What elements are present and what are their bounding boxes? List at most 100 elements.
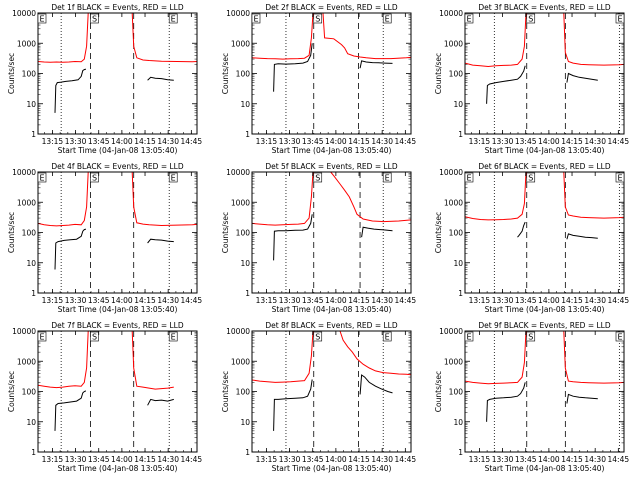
x-tick-label: 14:45 <box>395 296 417 305</box>
panel-title: Det 3f BLACK = Events, RED = LLD <box>478 3 611 12</box>
series-group <box>252 13 411 92</box>
y-tick-label: 1000 <box>444 39 463 48</box>
x-tick-label: 14:45 <box>395 137 417 146</box>
event-marker-label: S <box>528 15 533 24</box>
y-tick-label: 1 <box>245 448 250 457</box>
event-marker-box <box>37 172 47 183</box>
event-marker-label: E <box>39 174 44 183</box>
plot-frame <box>37 330 198 453</box>
x-axis-label: Start Time (04-Jan-08 13:05:40) <box>58 146 178 155</box>
plot-frame <box>464 330 625 453</box>
event-marker-box <box>382 331 392 342</box>
x-tick-label: 14:30 <box>157 455 179 464</box>
event-marker-box <box>382 172 392 183</box>
y-tick-label: 10 <box>240 259 250 268</box>
event-marker-label: S <box>92 333 97 342</box>
x-tick-label: 14:00 <box>538 296 560 305</box>
events-series-line <box>54 68 87 113</box>
x-tick-label: 14:30 <box>584 455 606 464</box>
events-series-line <box>273 379 313 431</box>
series-group <box>465 331 624 422</box>
y-axis-label: Counts/sec <box>434 53 443 94</box>
lld-series-line <box>131 13 197 63</box>
x-tick-label: 14:15 <box>134 455 156 464</box>
x-tick-label: 13:15 <box>469 455 491 464</box>
series-group <box>465 13 624 104</box>
lld-series-line <box>322 13 411 60</box>
y-tick-label: 100 <box>449 70 464 79</box>
x-axis-label: Start Time (04-Jan-08 13:05:40) <box>485 146 605 155</box>
x-tick-label: 14:15 <box>134 137 156 146</box>
y-axis-label: Counts/sec <box>7 371 16 412</box>
x-tick-label: 14:15 <box>561 455 583 464</box>
x-tick-label: 13:15 <box>469 137 491 146</box>
events-series-line <box>147 238 174 244</box>
event-marker-label: E <box>617 333 622 342</box>
y-axis-label: Counts/sec <box>434 212 443 253</box>
plot-frame <box>464 12 625 135</box>
series-group <box>38 331 174 431</box>
event-marker-box <box>90 331 99 342</box>
x-tick-label: 14:00 <box>538 137 560 146</box>
y-tick-label: 10 <box>240 418 250 427</box>
x-tick-label: 14:00 <box>538 455 560 464</box>
events-series-line <box>54 390 87 431</box>
event-marker-box <box>90 172 99 183</box>
x-axis-label: Start Time (04-Jan-08 13:05:40) <box>272 464 392 473</box>
y-tick-label: 10000 <box>226 9 250 18</box>
lld-series-line <box>465 13 527 68</box>
y-tick-label: 1000 <box>231 357 250 366</box>
x-tick-label: 13:15 <box>42 137 64 146</box>
x-tick-label: 13:45 <box>88 455 110 464</box>
event-marker-label: E <box>171 333 176 342</box>
lld-series-line <box>465 172 527 221</box>
y-tick-label: 10000 <box>226 168 250 177</box>
event-marker-box <box>90 13 99 24</box>
x-tick-label: 13:30 <box>279 296 301 305</box>
event-marker-label: S <box>315 15 320 24</box>
event-marker-label: E <box>171 15 176 24</box>
events-series-line <box>517 221 526 238</box>
event-marker-label: S <box>315 174 320 183</box>
event-marker-box <box>526 331 536 342</box>
events-series-line <box>54 228 87 270</box>
x-tick-label: 14:30 <box>157 296 179 305</box>
x-tick-label: 13:15 <box>42 455 64 464</box>
panel-title: Det 8f BLACK = Events, RED = LLD <box>265 321 398 330</box>
x-tick-label: 13:30 <box>279 455 301 464</box>
event-marker-label: E <box>385 15 390 24</box>
event-marker-label: S <box>315 333 320 342</box>
y-tick-label: 10000 <box>226 327 250 336</box>
series-group <box>465 172 624 240</box>
y-tick-label: 1 <box>458 289 463 298</box>
event-marker-box <box>464 172 474 183</box>
y-tick-label: 10 <box>26 418 36 427</box>
y-axis-label: Counts/sec <box>434 371 443 412</box>
x-tick-label: 13:30 <box>65 137 87 146</box>
events-series-line <box>273 43 313 92</box>
x-tick-label: 13:45 <box>302 137 324 146</box>
y-tick-label: 100 <box>22 229 37 238</box>
event-marker-label: E <box>466 15 471 24</box>
event-marker-label: E <box>617 15 622 24</box>
y-tick-label: 100 <box>236 388 251 397</box>
series-group <box>38 13 197 113</box>
y-tick-label: 1 <box>31 289 36 298</box>
lld-series-line <box>330 172 411 223</box>
y-tick-label: 1000 <box>17 39 36 48</box>
y-tick-label: 10000 <box>12 168 36 177</box>
y-tick-label: 100 <box>449 229 464 238</box>
x-tick-label: 14:00 <box>111 296 133 305</box>
plot-frame <box>251 12 412 135</box>
x-tick-label: 14:00 <box>325 296 347 305</box>
x-tick-label: 13:15 <box>469 296 491 305</box>
event-marker-box <box>313 13 323 24</box>
y-axis-label: Counts/sec <box>221 53 230 94</box>
